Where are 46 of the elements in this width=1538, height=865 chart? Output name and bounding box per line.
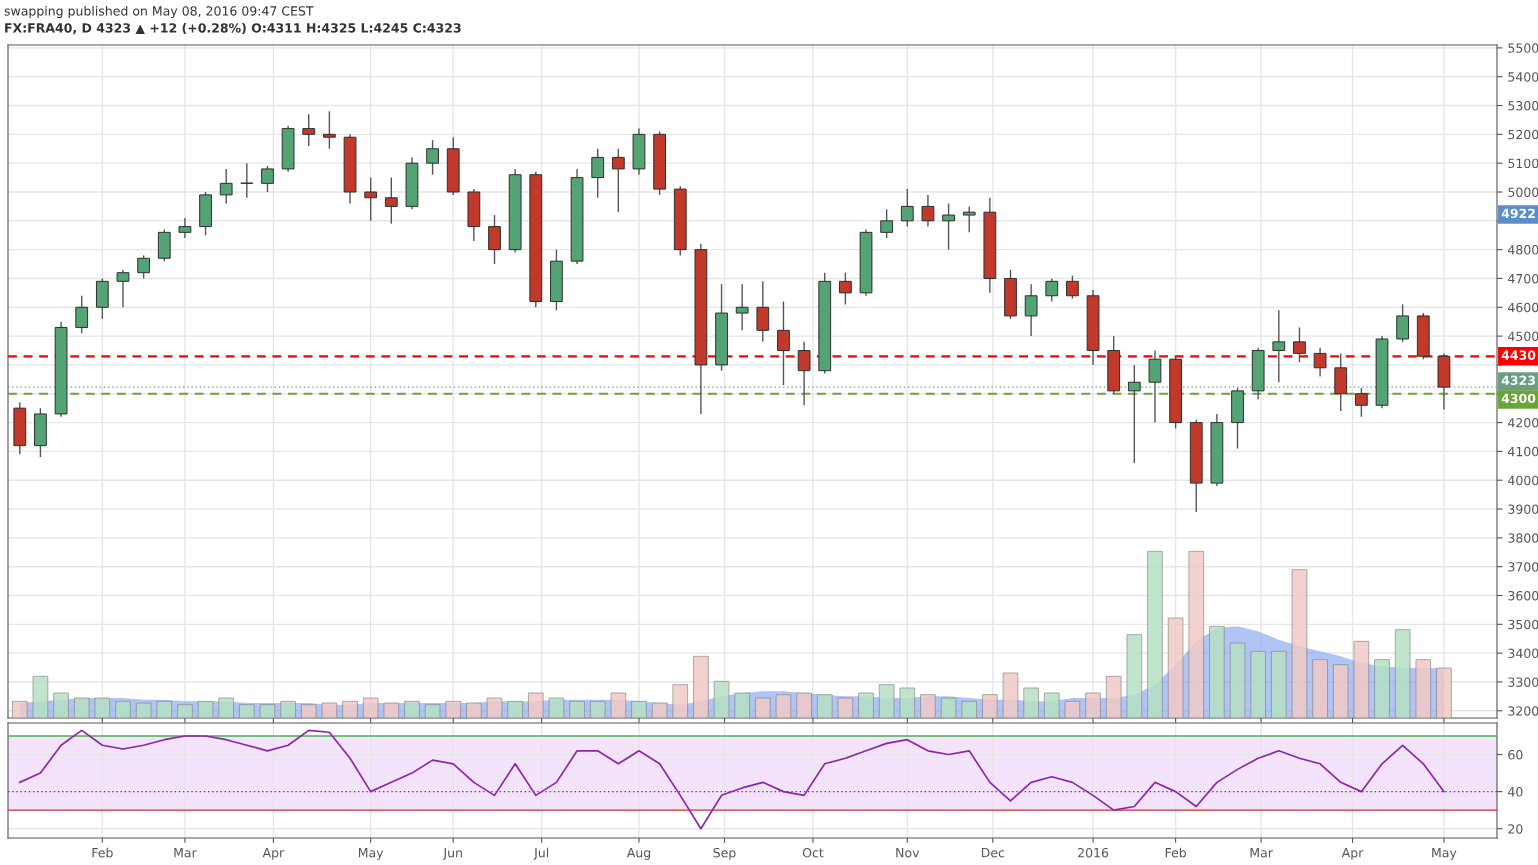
- y-tick-label: 3400: [1508, 648, 1538, 659]
- x-tick-label: 2016: [1078, 847, 1109, 858]
- x-tick-label: Mar: [174, 848, 197, 858]
- ref-line-label: 4430: [1501, 350, 1536, 360]
- x-tick-label: Feb: [92, 847, 113, 858]
- y-tick-label: 5200: [1508, 129, 1538, 140]
- y-tick-label: 5100: [1508, 158, 1538, 169]
- x-tick-label: Oct: [802, 847, 824, 858]
- x-tick-label: Jun: [442, 848, 462, 860]
- y-tick-label: 40: [1508, 787, 1523, 797]
- ref-line-label: 4300: [1501, 393, 1536, 404]
- x-tick-label: Feb: [1165, 847, 1186, 858]
- y-tick-label: 3500: [1508, 619, 1538, 630]
- x-tick-label: Mar: [1250, 848, 1273, 858]
- y-tick-label: 3200: [1508, 706, 1538, 716]
- y-tick-label: 3600: [1508, 590, 1538, 601]
- y-tick-label: 3800: [1508, 533, 1538, 543]
- y-tick-label: 20: [1508, 824, 1523, 834]
- y-tick-label: 3300: [1508, 677, 1538, 687]
- y-tick-label: 5400: [1508, 72, 1538, 82]
- y-tick-label: 4800: [1508, 245, 1538, 255]
- x-tick-label: Apr: [1341, 848, 1364, 860]
- x-tick-label: Sep: [713, 847, 736, 860]
- y-tick-label: 3700: [1508, 562, 1538, 572]
- annotation: 4922: [1501, 208, 1535, 219]
- x-tick-label: Jul: [533, 847, 549, 860]
- y-tick-label: 60: [1508, 750, 1523, 760]
- x-tick-label: May: [1432, 848, 1457, 860]
- x-tick-label: Dec: [981, 848, 1005, 858]
- y-tick-label: 5300: [1508, 101, 1538, 111]
- y-tick-label: 3900: [1508, 504, 1538, 514]
- y-tick-label: 4200: [1508, 418, 1538, 428]
- y-tick-label: 4600: [1508, 302, 1538, 313]
- x-tick-label: Aug: [626, 848, 651, 860]
- y-tick-label: 5000: [1508, 187, 1538, 197]
- y-tick-label: 4000: [1508, 475, 1538, 486]
- y-tick-label: 4100: [1508, 446, 1538, 457]
- ref-line-label: 4323: [1501, 375, 1535, 386]
- y-tick-label: 4700: [1508, 273, 1538, 284]
- chart-subtitle: FX:FRA40, D 4323 ▲ +12 (+0.28%) O:4311 H:4325 L:4245 C:4323: [5, 22, 461, 35]
- x-tick-label: Apr: [262, 848, 285, 860]
- y-tick-label: 4500: [1508, 331, 1538, 342]
- x-tick-label: May: [358, 848, 384, 860]
- chart-title: swapping published on May 08, 2016 09:47 CEST: [4, 5, 314, 19]
- y-tick-label: 5500: [1508, 43, 1538, 53]
- x-tick-label: Nov: [896, 848, 920, 858]
